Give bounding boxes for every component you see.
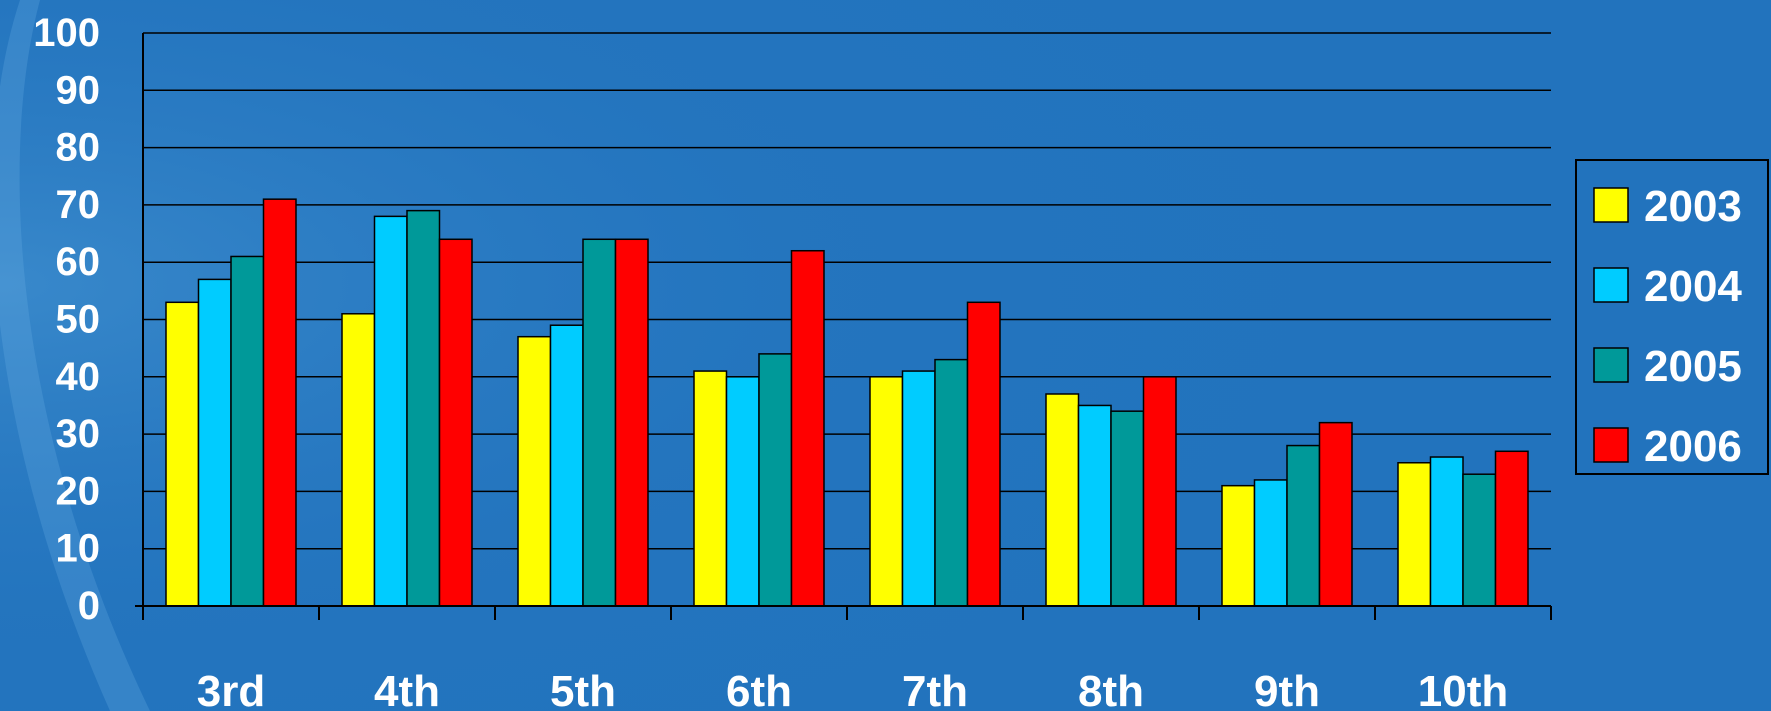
legend-label-2006: 2006: [1644, 422, 1742, 471]
legend-swatch-2003: [1594, 188, 1628, 222]
bar-2005-9th: [1287, 446, 1320, 606]
bar-2003-6th: [694, 371, 727, 606]
bar-2004-10th: [1431, 457, 1464, 606]
legend-label-2005: 2005: [1644, 342, 1742, 391]
y-tick-label: 0: [78, 584, 100, 628]
bar-2005-7th: [935, 360, 968, 606]
legend-swatch-2006: [1594, 428, 1628, 462]
bar-2003-3rd: [166, 302, 199, 606]
bar-2004-6th: [727, 377, 760, 606]
bar-2005-5th: [583, 239, 616, 606]
y-tick-label: 10: [56, 527, 101, 571]
bar-2005-8th: [1111, 411, 1144, 606]
bar-2006-6th: [792, 251, 825, 606]
y-tick-label: 50: [56, 298, 101, 342]
bar-2003-5th: [518, 337, 551, 606]
bar-2005-3rd: [231, 256, 264, 606]
y-tick-label: 70: [56, 183, 101, 227]
x-tick-label: 3rd: [197, 667, 265, 711]
x-tick-label: 9th: [1254, 667, 1320, 711]
legend-swatch-2005: [1594, 348, 1628, 382]
bar-2005-10th: [1463, 474, 1496, 606]
bar-2006-3rd: [264, 199, 297, 606]
bar-2004-3rd: [199, 279, 232, 606]
x-tick-label: 7th: [902, 667, 968, 711]
y-tick-label: 40: [56, 355, 101, 399]
bar-2004-8th: [1079, 405, 1112, 606]
y-tick-label: 20: [56, 469, 101, 513]
bar-2004-4th: [375, 216, 408, 606]
x-tick-label: 5th: [550, 667, 616, 711]
bar-2006-5th: [616, 239, 649, 606]
y-tick-label: 60: [56, 240, 101, 284]
y-tick-label: 90: [56, 68, 101, 112]
bar-2003-10th: [1398, 463, 1431, 606]
y-tick-label: 100: [33, 11, 100, 55]
x-tick-label: 10th: [1418, 667, 1508, 711]
bar-2005-6th: [759, 354, 792, 606]
y-tick-label: 80: [56, 126, 101, 170]
x-tick-label: 8th: [1078, 667, 1144, 711]
legend-label-2004: 2004: [1644, 262, 1742, 311]
y-tick-label: 30: [56, 412, 101, 456]
bar-2003-4th: [342, 314, 375, 606]
legend-swatch-2004: [1594, 268, 1628, 302]
bar-2006-4th: [440, 239, 473, 606]
bar-2006-10th: [1496, 451, 1529, 606]
bar-2005-4th: [407, 211, 440, 606]
bar-2003-8th: [1046, 394, 1079, 606]
bar-2006-8th: [1144, 377, 1177, 606]
x-tick-label: 4th: [374, 667, 440, 711]
x-tick-label: 6th: [726, 667, 792, 711]
legend-label-2003: 2003: [1644, 182, 1742, 231]
bar-2004-9th: [1255, 480, 1288, 606]
bar-2003-7th: [870, 377, 903, 606]
bar-2004-5th: [551, 325, 584, 606]
bar-2003-9th: [1222, 486, 1255, 606]
bar-2004-7th: [903, 371, 936, 606]
bar-2006-9th: [1320, 423, 1353, 606]
bar-2006-7th: [968, 302, 1001, 606]
